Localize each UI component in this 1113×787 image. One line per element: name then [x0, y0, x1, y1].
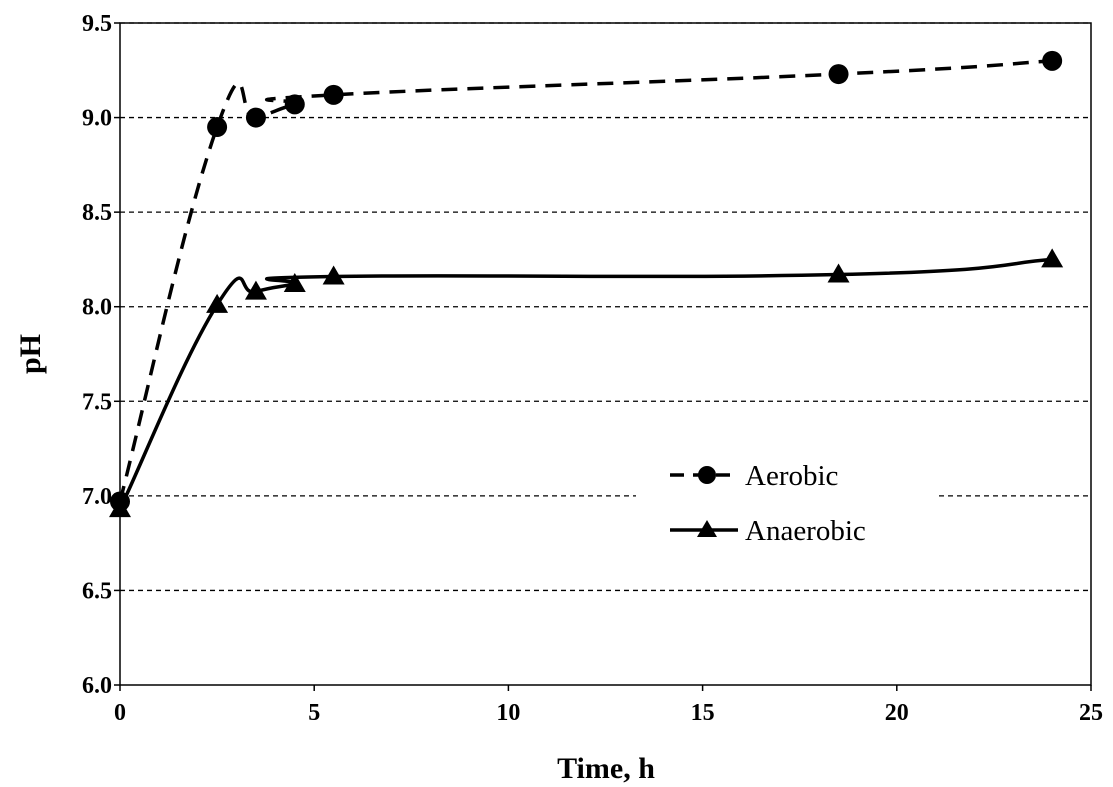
y-tick-label: 9.0: [82, 106, 112, 132]
x-tick-labels: 0 5 10 15 20 25: [114, 700, 1103, 726]
y-tick-labels: 6.0 6.5 7.0 7.5 8.0 8.5 9.0 9.5: [82, 11, 112, 699]
legend-anaerobic-marker: [697, 520, 717, 537]
legend-box: [636, 450, 936, 560]
x-tick-label: 10: [496, 700, 520, 726]
data-point-aerobic: [828, 64, 849, 85]
y-tick-label: 6.5: [82, 578, 112, 604]
x-tick-label: 5: [308, 700, 320, 726]
data-point-aerobic: [1042, 50, 1063, 71]
data-point-anaerobic: [109, 498, 131, 518]
data-point-anaerobic: [206, 293, 229, 313]
x-axis-title: Time, h: [557, 752, 655, 785]
x-tick-label: 25: [1079, 700, 1103, 726]
legend-aerobic-marker: [698, 466, 716, 484]
y-tick-label: 8.0: [82, 295, 112, 321]
plot-frame: [119, 22, 1092, 686]
legend: Aerobic Anaerobic: [636, 450, 936, 560]
y-tick-label: 9.5: [82, 11, 112, 37]
y-tick-label: 7.5: [82, 389, 112, 415]
data-point-aerobic: [207, 117, 228, 138]
x-tick-label: 0: [114, 700, 126, 726]
series-lines: [118, 59, 1053, 510]
x-tick-label: 20: [885, 700, 909, 726]
legend-anaerobic-label: Anaerobic: [745, 515, 866, 547]
data-point-anaerobic: [244, 280, 267, 300]
series-markers: [109, 50, 1064, 518]
series-line-aerobic: [118, 59, 1053, 502]
data-point-aerobic: [245, 107, 266, 128]
y-tick-label: 6.0: [82, 673, 112, 699]
axes: [119, 22, 1092, 691]
data-point-aerobic: [323, 84, 344, 105]
data-point-anaerobic: [827, 263, 850, 283]
legend-aerobic-label: Aerobic: [745, 460, 838, 492]
y-axis-title: pH: [14, 334, 47, 374]
data-point-anaerobic: [283, 273, 306, 293]
data-point-anaerobic: [1041, 248, 1064, 268]
data-point-anaerobic: [322, 265, 345, 285]
x-tick-label: 15: [691, 700, 715, 726]
y-tick-label: 8.5: [82, 200, 112, 226]
y-tick-label: 7.0: [82, 484, 112, 510]
data-point-aerobic: [284, 94, 305, 115]
